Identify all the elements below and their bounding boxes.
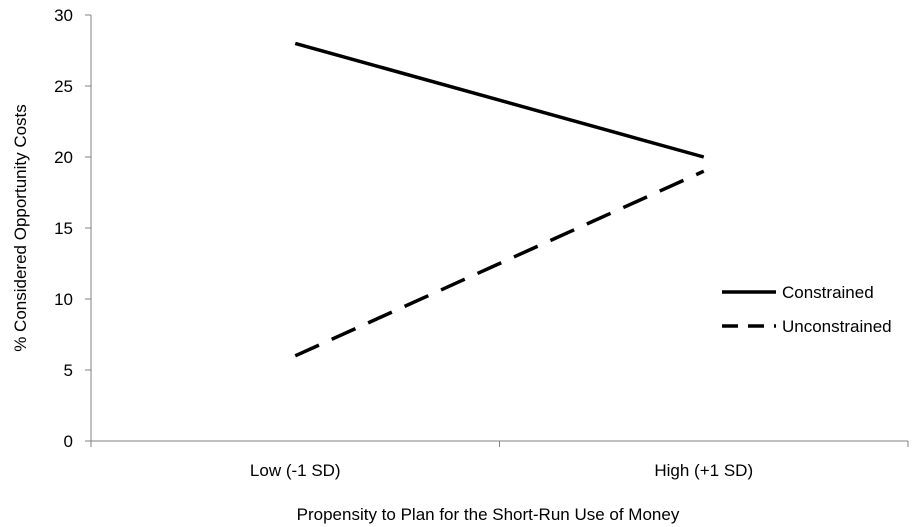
x-tick-label: Low (-1 SD)	[250, 461, 341, 480]
y-tick-label: 0	[64, 432, 73, 451]
x-axis-title: Propensity to Plan for the Short-Run Use…	[297, 505, 680, 524]
y-tick-label: 30	[54, 6, 73, 25]
y-axis: 0 5 10 15 20 25 30	[54, 6, 92, 451]
y-tick-label: 10	[54, 290, 73, 309]
x-axis: Low (-1 SD) High (+1 SD)	[90, 440, 909, 480]
y-tick-label: 20	[54, 148, 73, 167]
plot-area	[294, 41, 705, 358]
x-tick-label: High (+1 SD)	[654, 461, 753, 480]
legend: Constrained Unconstrained	[722, 283, 892, 336]
y-tick-label: 25	[54, 77, 73, 96]
series-line-unconstrained	[294, 169, 705, 358]
series-line-constrained	[294, 41, 705, 159]
y-axis-title: % Considered Opportunity Costs	[11, 104, 30, 352]
legend-label-unconstrained: Unconstrained	[782, 317, 892, 336]
y-tick-label: 15	[54, 219, 73, 238]
y-tick-label: 5	[64, 361, 73, 380]
legend-label-constrained: Constrained	[782, 283, 874, 302]
